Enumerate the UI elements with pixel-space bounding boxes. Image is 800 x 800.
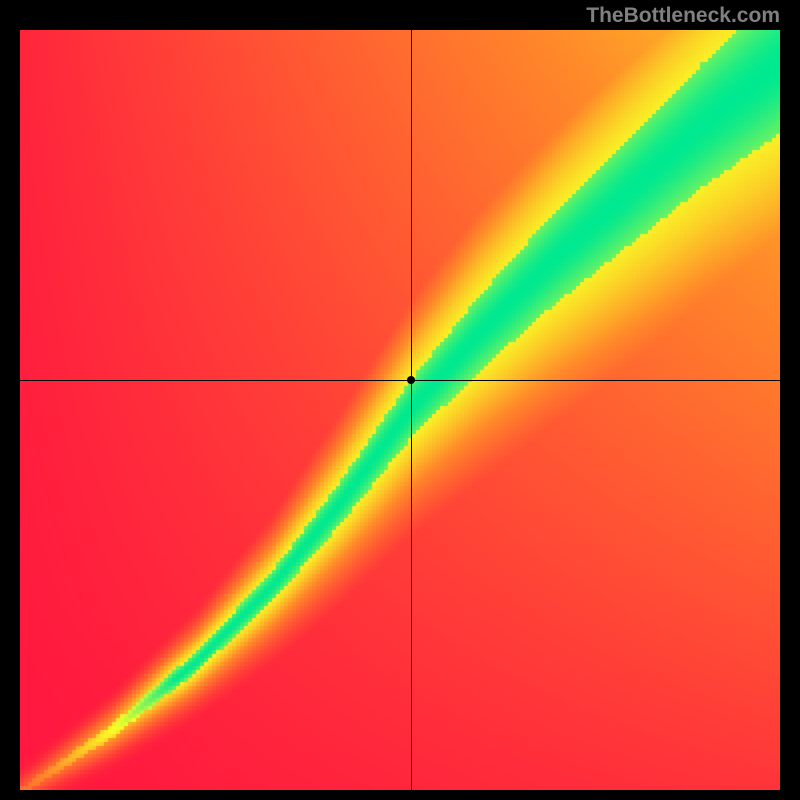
chart-container: TheBottleneck.com xyxy=(0,0,800,800)
crosshair-vertical xyxy=(411,30,412,790)
watermark-text: TheBottleneck.com xyxy=(586,4,780,28)
crosshair-horizontal xyxy=(20,380,780,381)
heatmap-canvas xyxy=(20,30,780,790)
data-point-marker xyxy=(407,376,415,384)
plot-area xyxy=(20,30,780,790)
